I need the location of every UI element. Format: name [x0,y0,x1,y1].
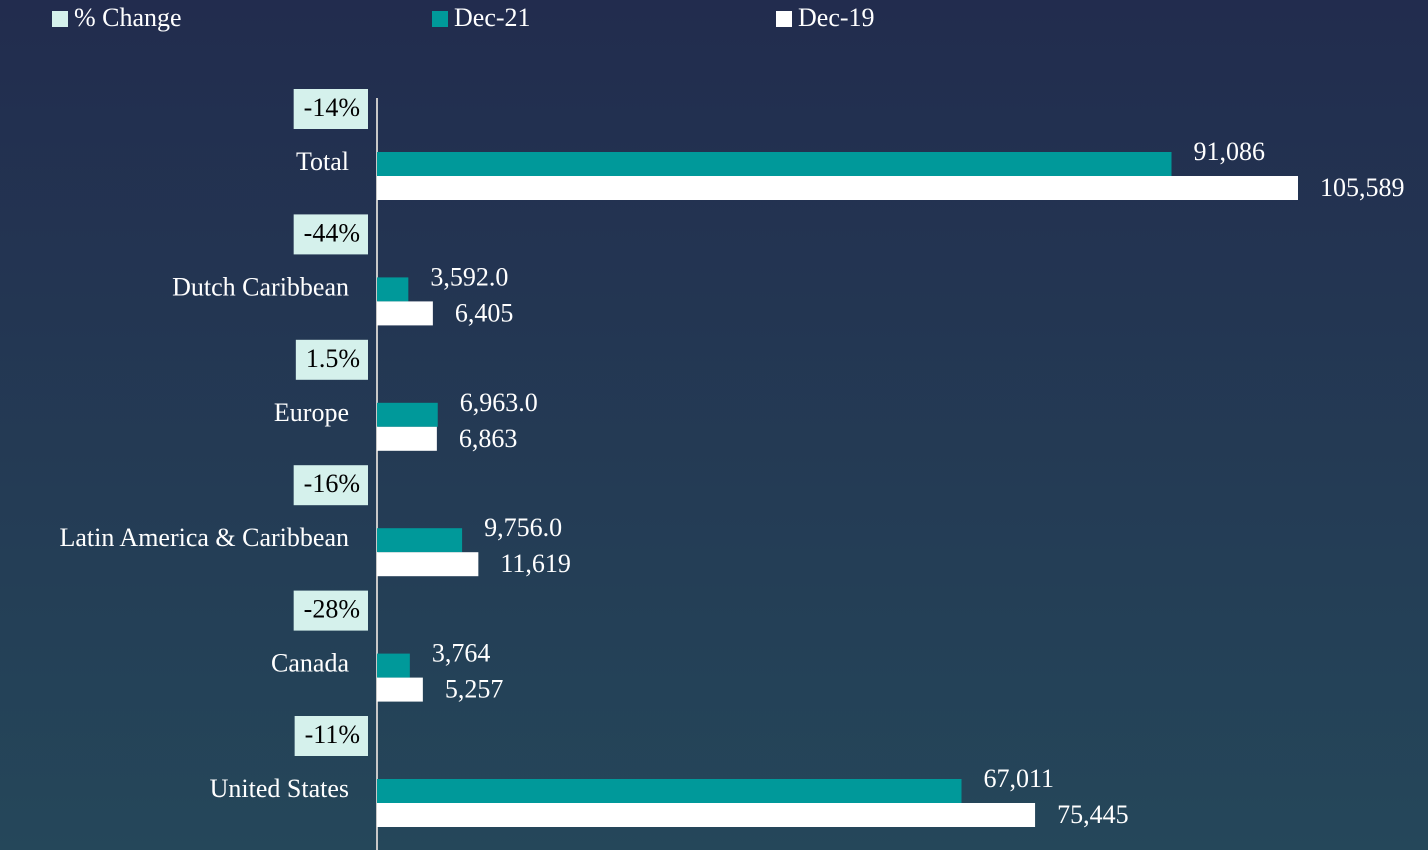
value-label: 105,589 [1320,173,1405,202]
category-label: Latin America & Caribbean [59,523,349,552]
value-label: 3,764 [432,639,491,668]
category-label: United States [210,774,349,803]
change-label: -16% [304,469,360,498]
change-box [293,89,368,129]
legend-swatch [52,11,68,27]
bar [377,277,409,302]
bar [377,426,437,451]
value-label: 11,619 [500,549,571,578]
change-label: -14% [304,93,360,122]
bar [377,301,433,326]
value-label: 75,445 [1057,800,1129,829]
bar [377,803,1036,827]
category-label: Europe [274,398,349,427]
category-label: Total [296,147,349,176]
value-label: 6,405 [455,298,514,327]
bar [377,779,962,803]
bar [377,402,438,427]
bar [377,176,1298,200]
value-label: 67,011 [984,764,1055,793]
value-label: 6,863 [459,424,518,453]
value-label: 91,086 [1193,137,1265,166]
value-label: 9,756.0 [484,513,562,542]
category-label: Dutch Caribbean [172,272,349,301]
change-box [293,465,368,506]
bar [377,552,479,577]
change-box [294,716,368,756]
change-box [293,214,368,255]
value-label: 3,592.0 [430,262,508,291]
value-label: 5,257 [445,675,504,704]
change-label: 1.5% [306,344,360,373]
value-label: 6,963.0 [460,388,538,417]
bar [377,528,463,553]
legend-label: % Change [74,3,182,32]
legend-label: Dec-21 [454,3,531,32]
legend-swatch [432,11,448,27]
change-box [295,339,368,380]
change-label: -28% [304,595,360,624]
change-label: -44% [304,218,360,247]
change-box [293,590,368,631]
bar [377,677,423,702]
category-label: Canada [271,649,349,678]
legend-swatch [776,11,792,27]
bar [377,152,1172,176]
bar [377,653,410,678]
change-label: -11% [305,720,360,749]
legend-label: Dec-19 [798,3,875,32]
